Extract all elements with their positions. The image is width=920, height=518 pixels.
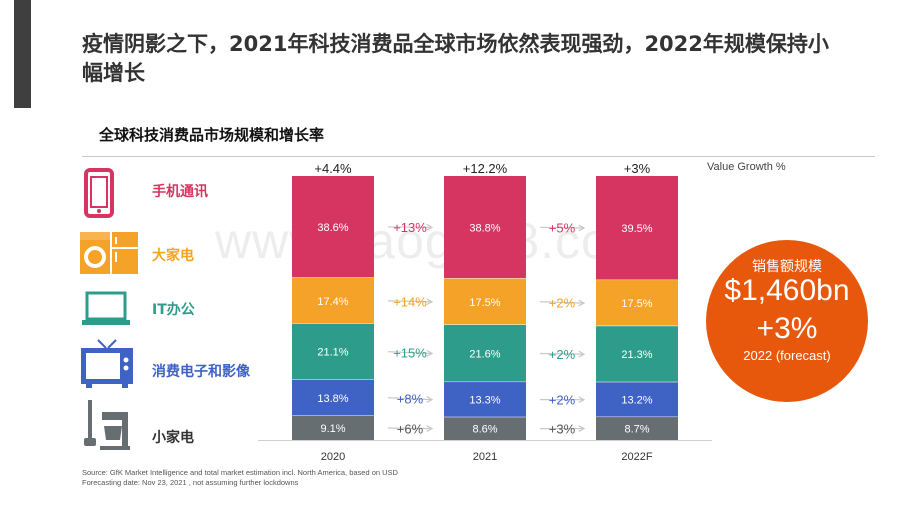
growth-label: +6% — [397, 421, 424, 436]
bar-segment — [292, 415, 374, 440]
bar-segment — [292, 277, 374, 324]
category-label: 手机通讯 — [152, 184, 208, 200]
segment-label: 21.1% — [317, 347, 348, 359]
bar-segment — [444, 278, 526, 325]
growth-arrowhead — [426, 425, 434, 432]
tv-icon — [81, 339, 133, 388]
segment-label: 8.7% — [624, 424, 649, 436]
bar-segment — [444, 382, 526, 418]
segment-label: 21.3% — [621, 349, 652, 361]
source-note: Source: GfK Market Intelligence and tota… — [82, 468, 398, 488]
growth-label: +2% — [549, 347, 576, 362]
chart-subtitle: 全球科技消费品市场规模和增长率 — [99, 126, 325, 144]
badge-market-size: $1,460bn — [724, 274, 850, 307]
value-growth-label: Value Growth % — [707, 161, 786, 173]
source-line: Source: GfK Market Intelligence and tota… — [82, 468, 398, 477]
bar-segment — [444, 417, 526, 440]
bar-segment — [596, 176, 678, 281]
laptop-icon — [82, 291, 130, 325]
growth-label: +8% — [397, 392, 424, 407]
growth-arrowhead — [578, 299, 586, 307]
x-tick-label: 2022F — [621, 451, 652, 463]
badge-growth: +3% — [756, 312, 818, 345]
bar-segment — [292, 379, 374, 416]
title-accent-bar — [14, 0, 31, 108]
total-growth-label: +3% — [624, 161, 651, 176]
appliance-icon — [84, 400, 130, 450]
bar-segment — [596, 382, 678, 418]
growth-arrowhead — [426, 223, 434, 231]
washer-fridge-icon — [80, 232, 138, 274]
category-label: 消费电子和影像 — [152, 364, 250, 380]
growth-arrowhead — [578, 396, 586, 404]
bar-segment — [292, 176, 374, 278]
bar-segment — [596, 326, 678, 383]
category-label: 小家电 — [152, 430, 194, 446]
bar-segment — [596, 280, 678, 327]
bar-segment — [444, 176, 526, 279]
growth-arrow — [387, 351, 433, 355]
watermark: www.baogao8.com — [215, 213, 653, 269]
growth-label: +13% — [393, 220, 427, 235]
segment-label: 38.6% — [317, 222, 348, 234]
category-major-appliance: 大家电 — [78, 230, 268, 286]
segment-label: 39.5% — [621, 223, 652, 235]
growth-arrowhead — [578, 224, 586, 232]
header-divider — [82, 156, 875, 157]
smartphone-icon — [84, 168, 114, 218]
growth-label: +2% — [549, 295, 576, 310]
bar-segment — [596, 417, 678, 440]
segment-label: 13.3% — [469, 395, 500, 407]
bar-segment — [292, 323, 374, 380]
growth-arrowhead — [578, 350, 586, 358]
badge-title: 销售额规模 — [752, 259, 822, 275]
category-mobile: 手机通讯 — [78, 168, 268, 224]
growth-arrowhead — [426, 298, 434, 306]
segment-label: 38.8% — [469, 222, 500, 234]
growth-arrowhead — [578, 425, 586, 432]
category-label: 大家电 — [152, 248, 194, 264]
forecast-date-line: Forecasting date: Nov 23, 2021 , not ass… — [82, 478, 299, 487]
growth-arrow — [539, 301, 585, 304]
growth-arrowhead — [426, 396, 434, 403]
growth-arrow — [387, 300, 433, 303]
growth-label: +15% — [393, 346, 427, 361]
segment-label: 17.5% — [621, 298, 652, 310]
bar-segment — [444, 324, 526, 383]
growth-arrow — [387, 427, 433, 430]
growth-label: +2% — [549, 393, 576, 408]
growth-arrowhead — [426, 349, 434, 357]
slide-title: 疫情阴影之下，2021年科技消费品全球市场依然表现强劲，2022年规模保持小幅增… — [82, 32, 829, 85]
forecast-badge: 销售额规模 $1,460bn +3% 2022 (forecast) — [706, 240, 868, 402]
segment-label: 9.1% — [320, 423, 345, 435]
category-it-office: IT办公 — [78, 290, 268, 346]
total-growth-label: +12.2% — [463, 161, 508, 176]
segment-label: 17.4% — [317, 296, 348, 308]
x-tick-label: 2020 — [321, 451, 345, 463]
growth-arrow — [387, 397, 433, 401]
badge-year: 2022 (forecast) — [743, 348, 831, 363]
segment-label: 17.5% — [469, 297, 500, 309]
category-small-appliance: 小家电 — [78, 400, 268, 456]
growth-label: +14% — [393, 294, 427, 309]
growth-label: +3% — [549, 422, 576, 437]
segment-label: 13.2% — [621, 395, 652, 407]
category-label: IT办公 — [152, 302, 195, 318]
growth-arrow — [539, 352, 585, 355]
segment-label: 21.6% — [469, 348, 500, 360]
growth-label: +5% — [549, 221, 576, 236]
category-consumer-electronics: 消费电子和影像 — [78, 338, 268, 394]
x-tick-label: 2021 — [473, 451, 497, 463]
total-growth-label: +4.4% — [314, 161, 352, 176]
segment-label: 13.8% — [317, 393, 348, 405]
growth-arrow — [539, 226, 585, 229]
segment-label: 8.6% — [472, 424, 497, 436]
